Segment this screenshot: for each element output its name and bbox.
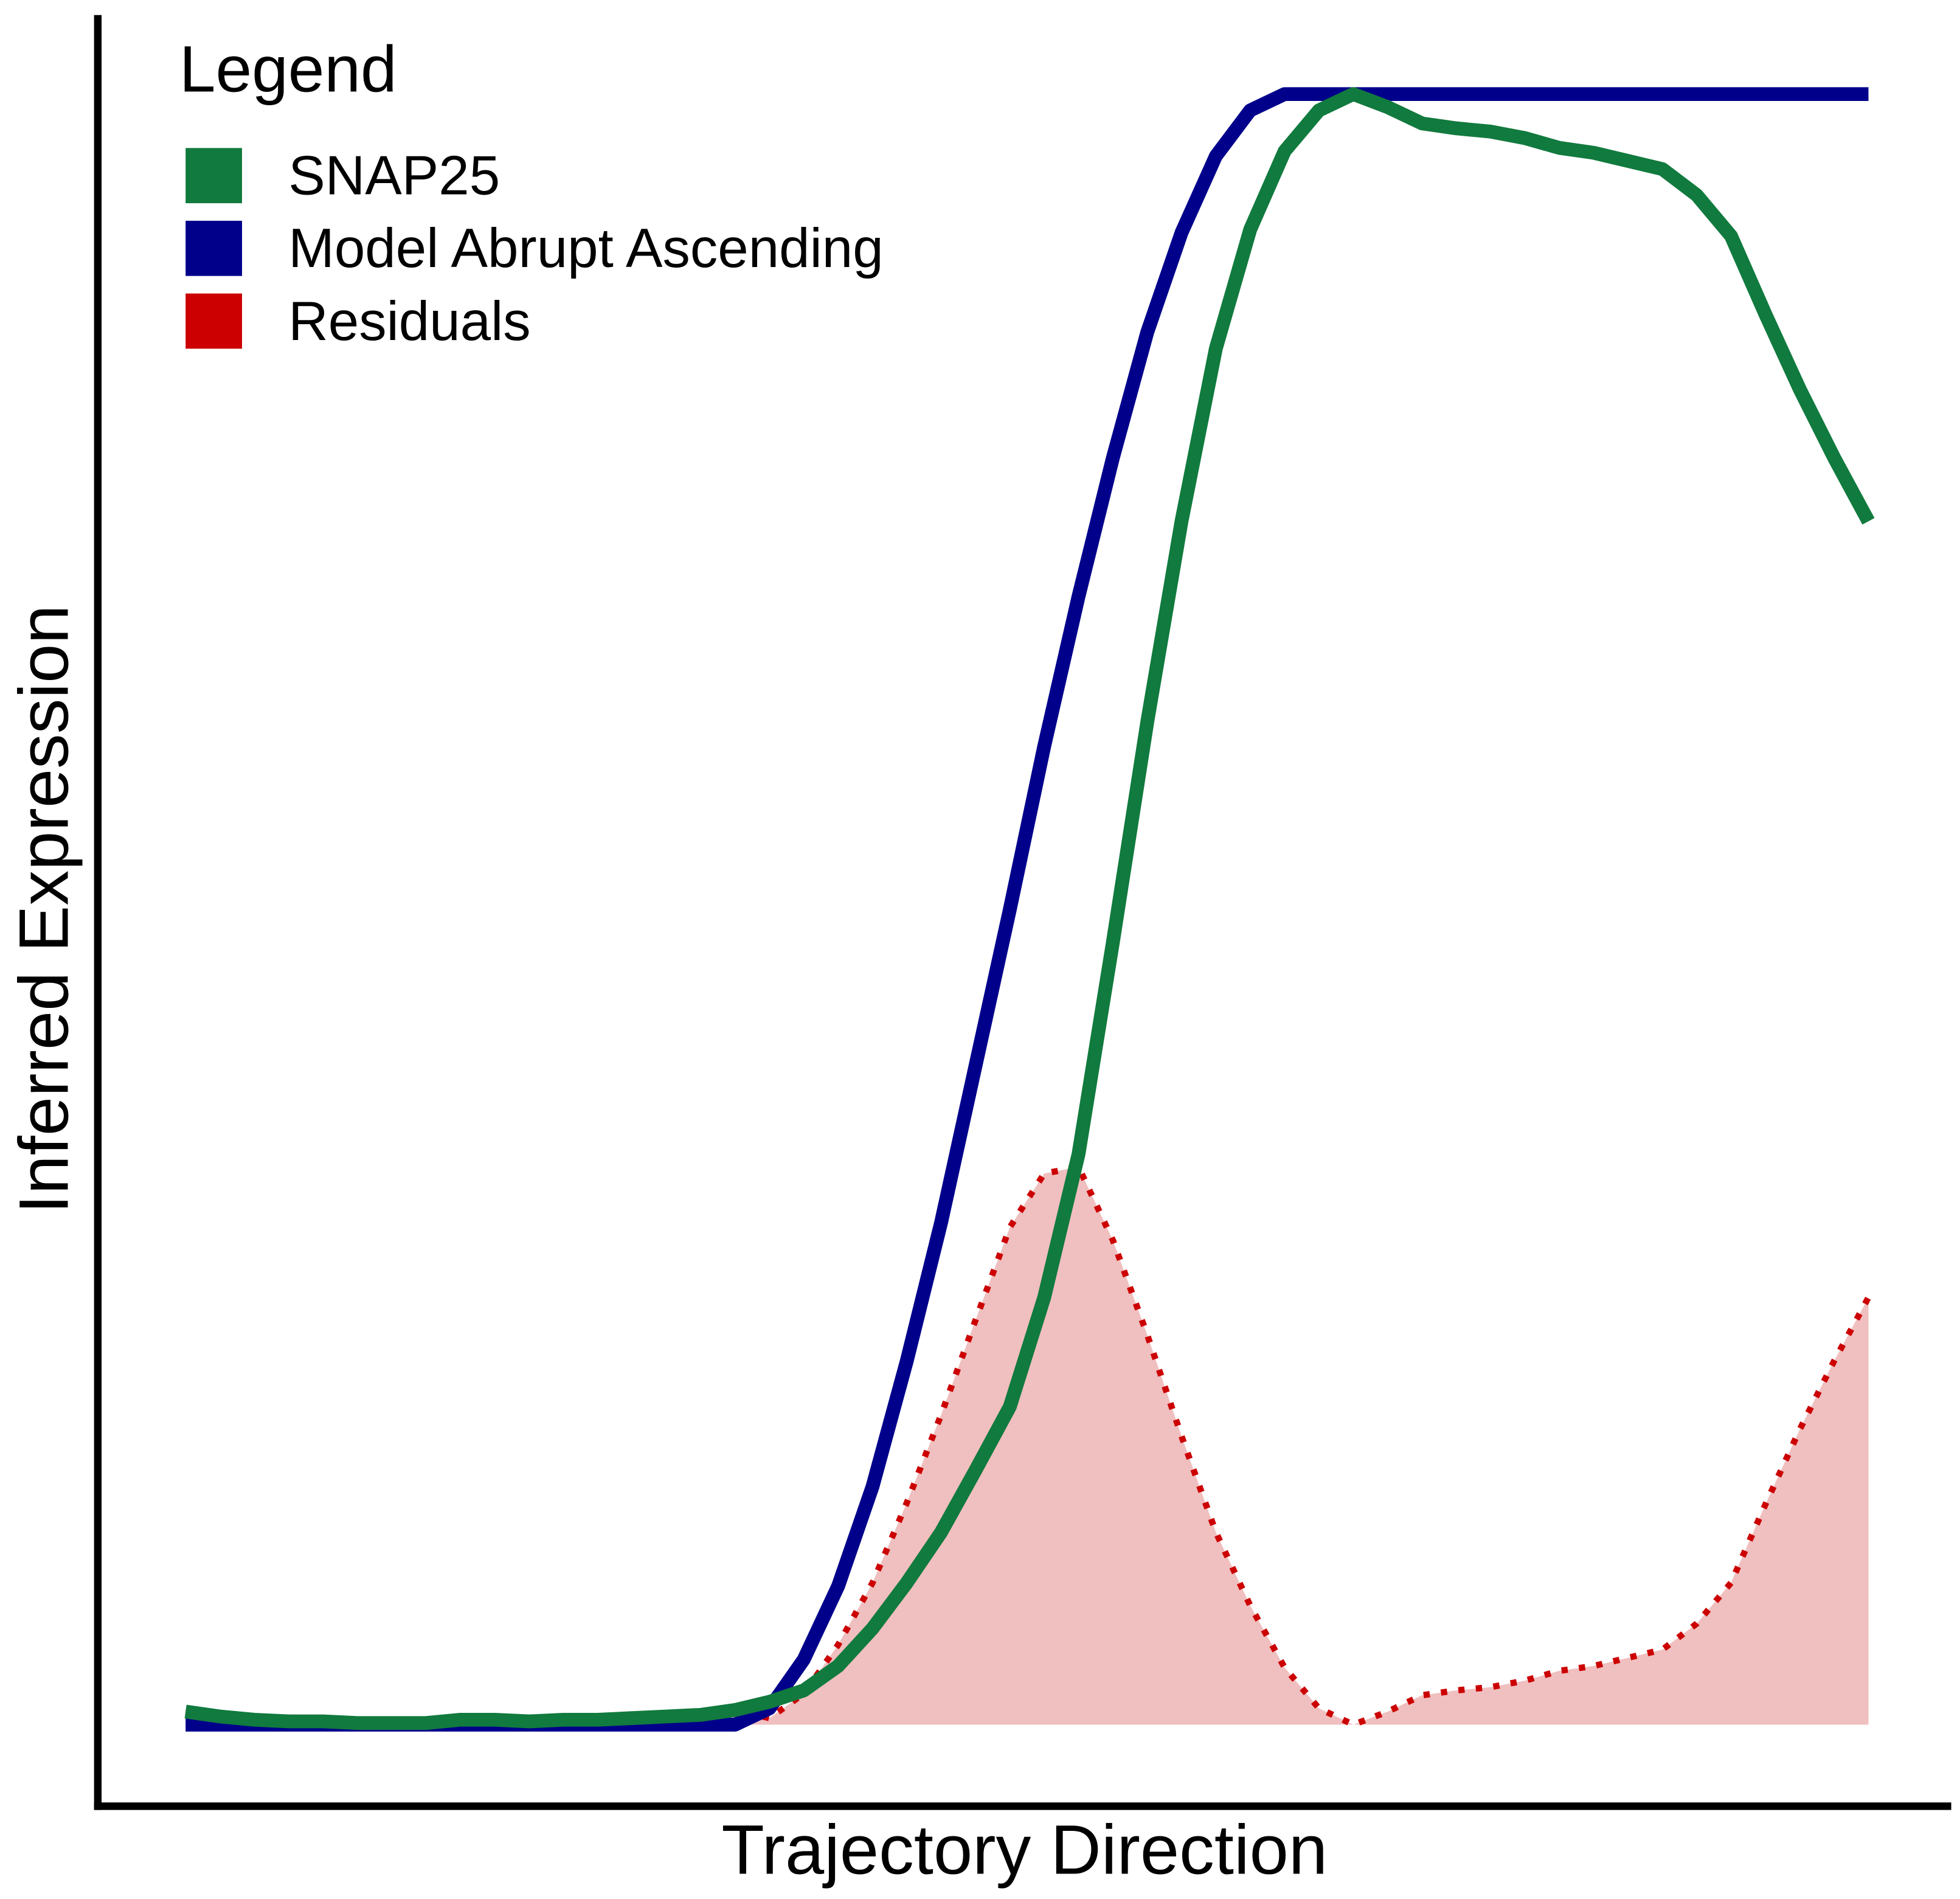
- legend-swatch: [185, 293, 242, 349]
- legend-label: SNAP25: [288, 145, 500, 207]
- residual-area: [185, 1167, 1869, 1725]
- plot-area: [184, 87, 1875, 1732]
- legend-swatch: [185, 148, 242, 204]
- legend-label: Residuals: [288, 291, 530, 352]
- legend: SNAP25 Model Abrupt Ascending Residuals: [185, 145, 884, 352]
- legend-label: Model Abrupt Ascending: [288, 218, 883, 279]
- series-line: [184, 87, 1875, 1731]
- legend-title: Legend: [179, 33, 397, 106]
- legend-swatch: [185, 220, 242, 276]
- x-axis-label: Trajectory Direction: [721, 1811, 1328, 1889]
- y-axis-label: Inferred Expression: [4, 605, 83, 1213]
